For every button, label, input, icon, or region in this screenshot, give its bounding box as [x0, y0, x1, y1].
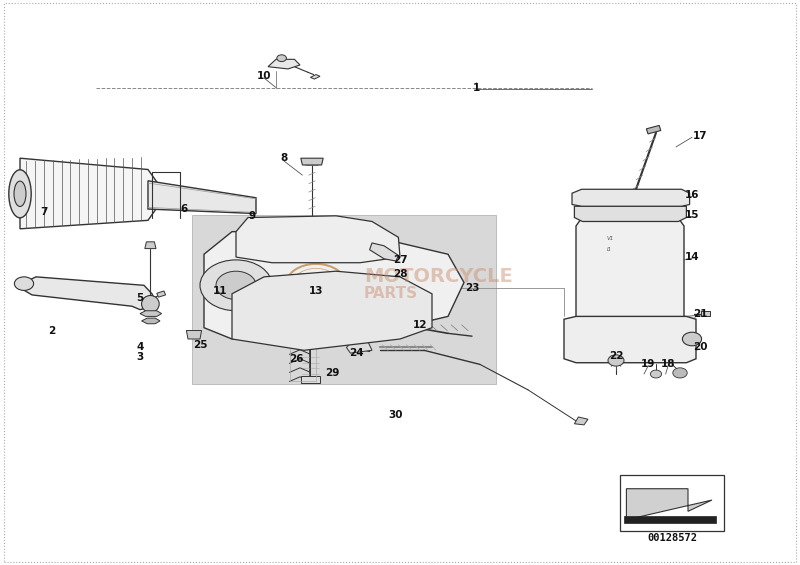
- Polygon shape: [20, 158, 160, 229]
- Text: 2: 2: [48, 325, 56, 336]
- Text: 12: 12: [413, 320, 427, 330]
- Polygon shape: [148, 181, 256, 214]
- Text: 8: 8: [280, 153, 288, 163]
- Circle shape: [296, 299, 312, 311]
- Text: 13: 13: [309, 286, 323, 296]
- Circle shape: [650, 370, 662, 378]
- Circle shape: [277, 55, 286, 62]
- Polygon shape: [186, 331, 202, 339]
- Ellipse shape: [9, 170, 31, 218]
- Ellipse shape: [142, 295, 159, 312]
- Polygon shape: [626, 489, 712, 520]
- Text: 25: 25: [193, 340, 207, 350]
- Text: 3: 3: [136, 352, 144, 362]
- Text: 27: 27: [393, 255, 407, 265]
- Polygon shape: [574, 206, 686, 221]
- Text: I1: I1: [606, 247, 611, 253]
- Polygon shape: [236, 216, 400, 263]
- Text: 5: 5: [136, 293, 144, 303]
- Polygon shape: [646, 125, 661, 134]
- Polygon shape: [346, 342, 372, 353]
- Polygon shape: [268, 59, 300, 69]
- Circle shape: [14, 277, 34, 290]
- Text: 30: 30: [389, 410, 403, 420]
- Bar: [624, 516, 716, 523]
- Bar: [620, 475, 724, 531]
- Polygon shape: [140, 311, 162, 316]
- Polygon shape: [572, 189, 690, 206]
- Polygon shape: [370, 243, 398, 261]
- Text: 10: 10: [257, 71, 271, 81]
- Text: 24: 24: [349, 348, 363, 358]
- Text: 28: 28: [393, 269, 407, 279]
- Text: PARTS: PARTS: [364, 286, 418, 301]
- Polygon shape: [310, 75, 320, 79]
- Text: 11: 11: [213, 286, 227, 296]
- Polygon shape: [232, 271, 432, 350]
- Polygon shape: [574, 417, 588, 425]
- Text: MOTORCYCLE: MOTORCYCLE: [364, 267, 513, 286]
- Circle shape: [608, 355, 624, 366]
- Text: 26: 26: [289, 354, 303, 364]
- Bar: [290, 347, 316, 381]
- Text: 7: 7: [40, 207, 48, 217]
- Circle shape: [282, 289, 326, 321]
- Text: 16: 16: [685, 190, 699, 200]
- Polygon shape: [576, 215, 684, 328]
- Circle shape: [673, 368, 687, 378]
- Ellipse shape: [14, 181, 26, 206]
- Text: 29: 29: [325, 368, 339, 378]
- Text: 4: 4: [136, 342, 144, 353]
- Circle shape: [200, 260, 272, 311]
- Text: 17: 17: [693, 131, 707, 141]
- Polygon shape: [145, 242, 156, 249]
- Polygon shape: [22, 277, 156, 310]
- Text: 9: 9: [249, 211, 255, 221]
- Polygon shape: [157, 291, 166, 297]
- Text: 19: 19: [641, 359, 655, 370]
- Polygon shape: [301, 376, 320, 383]
- Polygon shape: [564, 316, 696, 363]
- Polygon shape: [142, 318, 160, 324]
- Text: 22: 22: [609, 351, 623, 361]
- Text: 20: 20: [693, 342, 707, 353]
- Text: V1: V1: [606, 236, 614, 241]
- Text: 23: 23: [465, 283, 479, 293]
- Text: 15: 15: [685, 210, 699, 220]
- Text: 6: 6: [180, 204, 188, 214]
- Polygon shape: [301, 158, 323, 165]
- Polygon shape: [204, 232, 464, 339]
- Text: 00128572: 00128572: [647, 533, 697, 543]
- Polygon shape: [701, 311, 710, 316]
- Circle shape: [682, 332, 702, 346]
- Circle shape: [216, 271, 256, 299]
- Bar: [192, 215, 496, 384]
- Text: 21: 21: [693, 308, 707, 319]
- Text: 14: 14: [685, 252, 699, 262]
- Text: 18: 18: [661, 359, 675, 370]
- Text: 1: 1: [472, 82, 480, 93]
